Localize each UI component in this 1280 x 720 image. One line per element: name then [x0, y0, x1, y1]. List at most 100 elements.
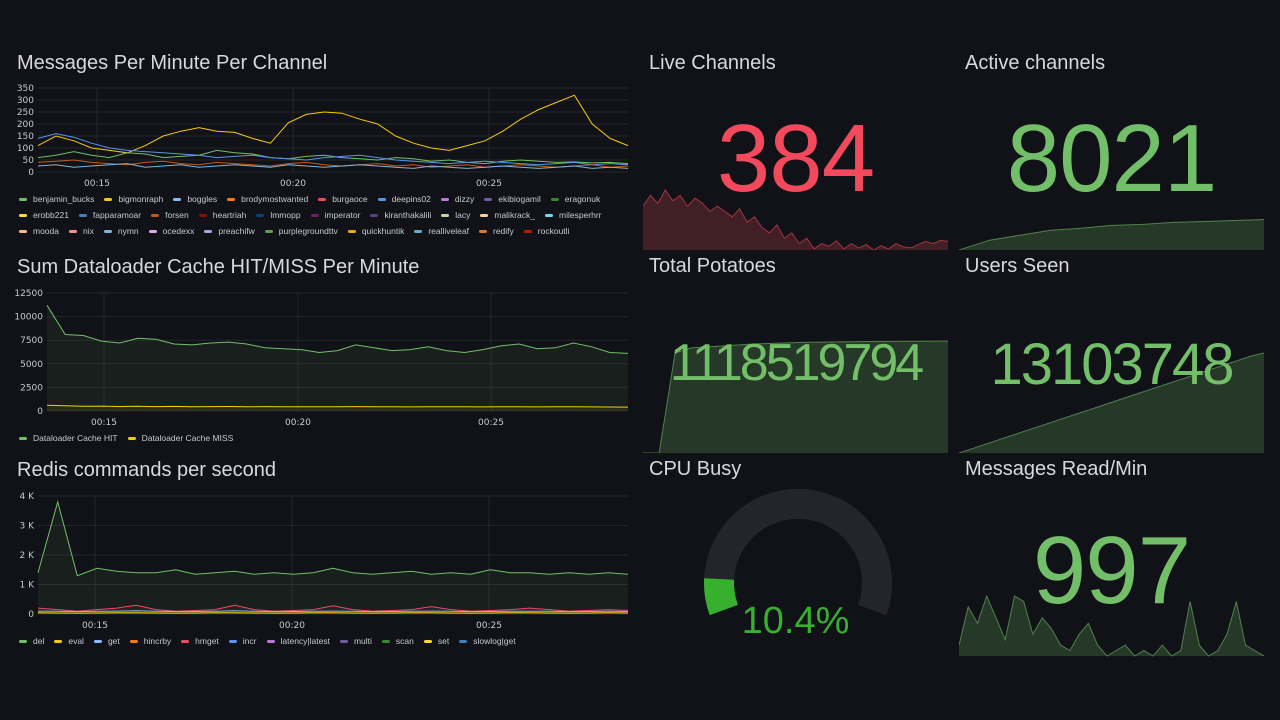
legend-item-rockoutli[interactable]: rockoutli — [523, 226, 569, 236]
messages-legend: benjamin_bucks bigmonraph boggles brodymost… — [19, 194, 619, 236]
y-tick-label: 350 — [17, 84, 34, 94]
sparkline-area — [643, 341, 948, 453]
dataloader-legend: Dataloader Cache HIT Dataloader Cache MIS… — [19, 433, 619, 443]
legend-label: burgaoce — [332, 194, 368, 204]
legend-swatch — [266, 639, 275, 643]
legend-item-benjamin-bucks[interactable]: benjamin_bucks — [19, 194, 94, 204]
legend-item-ocedexx[interactable]: ocedexx — [148, 226, 194, 236]
legend-item-del[interactable]: del — [19, 636, 44, 646]
y-tick-label: 150 — [17, 132, 34, 142]
series-line-forsen[interactable] — [37, 159, 629, 168]
legend-swatch — [103, 229, 112, 233]
legend-item-mooda[interactable]: mooda — [19, 226, 59, 236]
legend-item-erobb221[interactable]: erobb221 — [19, 210, 69, 220]
legend-item-boggles[interactable]: boggles — [173, 194, 217, 204]
legend-item-deepins02[interactable]: deepins02 — [377, 194, 431, 204]
series-line-dataloader-cache-hit[interactable] — [46, 305, 629, 354]
total-potatoes-value: 1118519794 — [669, 334, 924, 392]
legend-item-dataloader-cache-miss[interactable]: Dataloader Cache MISS — [127, 433, 233, 443]
legend-swatch — [381, 639, 390, 643]
series-line-del[interactable] — [37, 499, 629, 577]
series-line-hmget[interactable] — [37, 604, 629, 612]
legend-item-multi[interactable]: multi — [339, 636, 372, 646]
series-line-nymn[interactable] — [37, 163, 629, 169]
legend-item-ekibiogamil[interactable]: ekibiogamil — [484, 194, 541, 204]
sparkline-line — [959, 594, 1264, 657]
legend-item-scan[interactable]: scan — [381, 636, 414, 646]
legend-item-fapparamoar[interactable]: fapparamoar — [78, 210, 141, 220]
legend-item-kiranthakalili[interactable]: kiranthakalili — [370, 210, 431, 220]
cpu-busy-value: 10.4% — [741, 600, 850, 642]
legend-swatch — [310, 213, 319, 217]
legend-item-milesperhrr[interactable]: milesperhrr — [544, 210, 602, 220]
redis-chart[interactable]: 4 K 3 K 2 K 1 K 0 00:15 00:20 00:25 — [0, 455, 640, 655]
y-tick-label: 10000 — [14, 313, 43, 323]
legend-item-dataloader-cache-hit[interactable]: Dataloader Cache HIT — [19, 433, 118, 443]
legend-swatch — [93, 639, 102, 643]
legend-item-malikrack-[interactable]: malikrack_ — [480, 210, 535, 220]
legend-item-imperator[interactable]: imperator — [310, 210, 360, 220]
legend-label: del — [33, 636, 45, 646]
legend-item-latency-latest[interactable]: latency|latest — [266, 636, 330, 646]
legend-label: malikrack_ — [494, 210, 535, 220]
series-line-deepins02[interactable] — [37, 133, 629, 166]
legend-item-burgaoce[interactable]: burgaoce — [318, 194, 368, 204]
y-tick-label: 50 — [23, 156, 35, 166]
legend-item-get[interactable]: get — [93, 636, 120, 646]
legend-item-lmmopp[interactable]: lmmopp — [256, 210, 301, 220]
legend-item-preachifw[interactable]: preachifw — [204, 226, 255, 236]
messages-chart[interactable]: 350 300 250 200 150 100 50 0 00:15 00:20 00:25 — [0, 0, 640, 248]
legend-item-bigmonraph[interactable]: bigmonraph — [104, 194, 163, 204]
legend-item-nymn[interactable]: nymn — [103, 226, 139, 236]
active-channels-panel: Active channels 8021 — [959, 52, 1264, 250]
y-tick-label: 0 — [28, 610, 34, 620]
y-tick-label: 300 — [17, 96, 34, 106]
legend-item-lacy[interactable]: lacy — [441, 210, 470, 220]
legend-item-realliveleaf[interactable]: realliveleaf — [414, 226, 469, 236]
dataloader-chart[interactable]: 12500 10000 7500 5000 2500 0 00:15 00:20 00:25 — [0, 252, 640, 452]
panel-title: Redis commands per second — [17, 459, 277, 481]
legend-item-redify[interactable]: redify — [478, 226, 514, 236]
users-seen-value: 13103748 — [990, 332, 1234, 397]
series-line-benjamin-bucks[interactable] — [37, 149, 629, 165]
legend-item-forsen[interactable]: forsen — [151, 210, 189, 220]
legend-swatch — [54, 639, 63, 643]
active-channels-sparkline — [959, 219, 1264, 250]
legend-item-eragonuk[interactable]: eragonuk — [550, 194, 600, 204]
series-line-dataloader-cache-miss[interactable] — [46, 404, 629, 408]
legend-item-hmget[interactable]: hmget — [181, 636, 219, 646]
x-tick-label: 00:20 — [280, 179, 306, 189]
legend-label: ekibiogamil — [498, 194, 541, 204]
legend-item-purplegroundttv[interactable]: purplegroundttv — [264, 226, 338, 236]
legend-item-eval[interactable]: eval — [54, 636, 84, 646]
panel-title: Messages Read/Min — [965, 458, 1148, 480]
sparkline-line — [643, 340, 948, 453]
legend-item-slowlog-get[interactable]: slowlog|get — [459, 636, 516, 646]
legend-label: get — [107, 636, 120, 646]
legend-label: kiranthakalili — [384, 210, 432, 220]
legend-swatch — [69, 229, 77, 233]
legend-item-brodymostwanted[interactable]: brodymostwanted — [227, 194, 308, 204]
x-tick-label: 00:15 — [82, 621, 108, 631]
legend-item-dizzy[interactable]: dizzy — [440, 194, 474, 204]
legend-label: lacy — [455, 210, 471, 220]
legend-item-quickhuntik[interactable]: quickhuntik — [347, 226, 404, 236]
gauge-value-arc — [704, 578, 739, 616]
legend-label: erobb221 — [33, 210, 69, 220]
legend-item-heartriah[interactable]: heartriah — [198, 210, 247, 220]
x-tick-label: 00:20 — [285, 418, 311, 428]
legend-label: heartriah — [212, 210, 247, 220]
series-line-get[interactable] — [37, 610, 629, 613]
dataloader-panel: Sum Dataloader Cache HIT/MISS Per Minute… — [0, 252, 640, 452]
legend-item-incr[interactable]: incr — [228, 636, 257, 646]
sparkline-line — [959, 219, 1264, 250]
legend-item-hincrby[interactable]: hincrby — [129, 636, 171, 646]
panel-title: Active channels — [965, 52, 1106, 74]
legend-label: redify — [492, 226, 514, 236]
legend-item-nix[interactable]: nix — [69, 226, 94, 236]
sparkline-line — [959, 352, 1264, 453]
legend-item-set[interactable]: set — [423, 636, 449, 646]
active-channels-value: 8021 — [1006, 105, 1218, 212]
x-tick-label: 00:25 — [476, 179, 502, 189]
series-line-bigmonraph[interactable] — [37, 94, 629, 154]
